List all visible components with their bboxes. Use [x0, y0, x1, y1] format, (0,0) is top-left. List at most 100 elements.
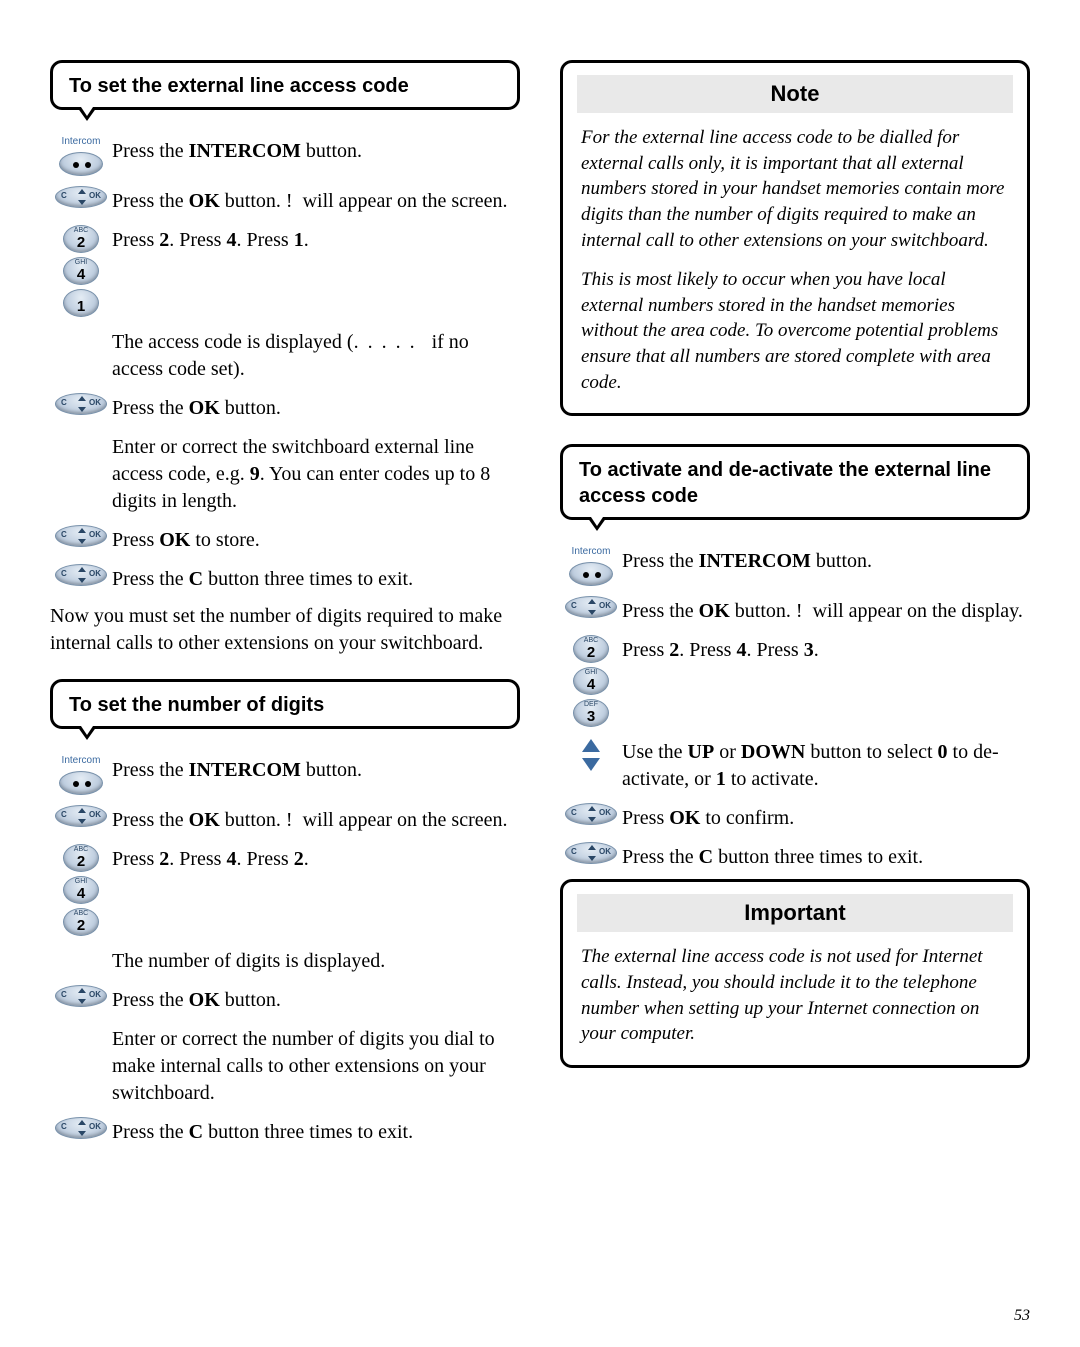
step-text: Press the OK button.	[112, 391, 520, 422]
step: The number of digits is displayed.	[50, 944, 520, 975]
step-icons: COK	[560, 801, 622, 825]
step: COK Press the OK button.	[50, 391, 520, 422]
step-text: Press the OK button. ! will appear on th…	[112, 184, 520, 215]
step-icons: COK	[560, 594, 622, 618]
step: COK Press the C button three times to ex…	[50, 1115, 520, 1146]
ok-button-icon: COK	[565, 596, 617, 618]
steps-set-access-code: Intercom Press the INTERCOM button. COK …	[50, 134, 520, 593]
step-text: Press 2. Press 4. Press 1.	[112, 223, 520, 254]
step-text: Press the INTERCOM button.	[112, 753, 520, 784]
ok-button-icon: COK	[55, 1117, 107, 1139]
step-icons: COK	[50, 562, 112, 586]
step-text: Press the INTERCOM button.	[112, 134, 520, 165]
step: ABC2 GHI4 1 Press 2. Press 4. Press 1.	[50, 223, 520, 317]
step-text: Press the C button three times to exit.	[112, 562, 520, 593]
step-text: Press the C button three times to exit.	[112, 1115, 520, 1146]
page-number: 53	[1014, 1307, 1030, 1325]
keypad-1-icon: 1	[63, 289, 99, 317]
callout-title: To activate and de-activate the external…	[579, 457, 1011, 509]
step: COK Press the C button three times to ex…	[50, 562, 520, 593]
ok-button-icon: COK	[55, 393, 107, 415]
intercom-button-icon	[59, 771, 103, 795]
intercom-label: Intercom	[62, 755, 101, 766]
step-icons: COK	[50, 1115, 112, 1139]
step-icons: COK	[50, 184, 112, 208]
step: COK Press OK to confirm.	[560, 801, 1030, 832]
step-icons: ABC2 GHI4 DEF3	[560, 633, 622, 727]
intercom-label: Intercom	[572, 546, 611, 557]
step-icons	[50, 430, 112, 432]
important-title: Important	[577, 894, 1013, 932]
step: Intercom Press the INTERCOM button.	[50, 753, 520, 795]
info-paragraph: This is most likely to occur when you ha…	[581, 267, 1009, 395]
step: Enter or correct the number of digits yo…	[50, 1022, 520, 1107]
step: Intercom Press the INTERCOM button.	[560, 544, 1030, 586]
step-icons	[50, 325, 112, 327]
step-icons: COK	[560, 840, 622, 864]
ok-button-icon: COK	[55, 805, 107, 827]
step-text: The number of digits is displayed.	[112, 944, 520, 975]
keypad-4-icon: GHI4	[63, 876, 99, 904]
callout-title: To set the external line access code	[69, 73, 501, 99]
step: COK Press the C button three times to ex…	[560, 840, 1030, 871]
intercom-button-icon	[59, 152, 103, 176]
keypad-2-icon: ABC2	[63, 225, 99, 253]
step-icons: Intercom	[50, 753, 112, 795]
step-text: Press the OK button.	[112, 983, 520, 1014]
left-column: To set the external line access code Int…	[50, 60, 520, 1154]
step-icons: COK	[50, 391, 112, 415]
step-text: Enter or correct the number of digits yo…	[112, 1022, 520, 1107]
step-text: Enter or correct the switchboard externa…	[112, 430, 520, 515]
step: COK Press the OK button. ! will appear o…	[50, 184, 520, 215]
step-icons	[50, 1022, 112, 1024]
ok-button-icon: COK	[565, 803, 617, 825]
ok-button-icon: COK	[55, 985, 107, 1007]
paragraph: Now you must set the number of digits re…	[50, 603, 520, 657]
steps-activate: Intercom Press the INTERCOM button. COK …	[560, 544, 1030, 871]
keypad-4-icon: GHI4	[573, 667, 609, 695]
step-text: Press 2. Press 4. Press 2.	[112, 842, 520, 873]
step-icons	[50, 944, 112, 946]
step-icons: COK	[50, 983, 112, 1007]
note-title: Note	[577, 75, 1013, 113]
callout-set-digits: To set the number of digits	[50, 679, 520, 729]
step: COK Press OK to store.	[50, 523, 520, 554]
keypad-2-icon: ABC2	[63, 844, 99, 872]
step: COK Press the OK button.	[50, 983, 520, 1014]
up-down-arrows-icon	[582, 737, 600, 773]
note-box: Note For the external line access code t…	[560, 60, 1030, 416]
step-icons	[560, 735, 622, 773]
step-icons: COK	[50, 523, 112, 547]
page: To set the external line access code Int…	[50, 60, 1030, 1154]
ok-button-icon: COK	[55, 525, 107, 547]
ok-button-icon: COK	[565, 842, 617, 864]
intercom-button-icon	[569, 562, 613, 586]
keypad-2-icon: ABC2	[63, 908, 99, 936]
callout-pointer-icon	[587, 517, 607, 531]
keypad-4-icon: GHI4	[63, 257, 99, 285]
step-text: Press the C button three times to exit.	[622, 840, 1030, 871]
callout-activate: To activate and de-activate the external…	[560, 444, 1030, 520]
step-text: Press OK to confirm.	[622, 801, 1030, 832]
step: ABC2 GHI4 DEF3 Press 2. Press 4. Press 3…	[560, 633, 1030, 727]
step-text: Press the OK button. ! will appear on th…	[112, 803, 520, 834]
step: COK Press the OK button. ! will appear o…	[560, 594, 1030, 625]
step-text: Use the UP or DOWN button to select 0 to…	[622, 735, 1030, 793]
intercom-label: Intercom	[62, 136, 101, 147]
ok-button-icon: COK	[55, 564, 107, 586]
right-column: Note For the external line access code t…	[560, 60, 1030, 1154]
callout-set-access-code: To set the external line access code	[50, 60, 520, 110]
step: The access code is displayed (. . . . . …	[50, 325, 520, 383]
step-text: Press 2. Press 4. Press 3.	[622, 633, 1030, 664]
step-icons: ABC2 GHI4 ABC2	[50, 842, 112, 936]
step-text: Press OK to store.	[112, 523, 520, 554]
info-paragraph: The external line access code is not use…	[581, 944, 1009, 1047]
info-paragraph: For the external line access code to be …	[581, 125, 1009, 253]
step-icons: ABC2 GHI4 1	[50, 223, 112, 317]
step: Intercom Press the INTERCOM button.	[50, 134, 520, 176]
step-icons: COK	[50, 803, 112, 827]
ok-button-icon: COK	[55, 186, 107, 208]
callout-title: To set the number of digits	[69, 692, 501, 718]
steps-set-digits: Intercom Press the INTERCOM button. COK …	[50, 753, 520, 1146]
step: COK Press the OK button. ! will appear o…	[50, 803, 520, 834]
